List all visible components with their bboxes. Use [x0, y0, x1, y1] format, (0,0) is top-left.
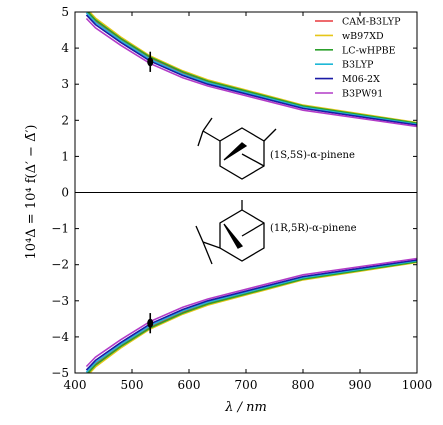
legend-label: CAM-B3LYP: [342, 17, 401, 28]
legend: CAM-B3LYP wB97XD LC-wHPBE B3LYP M06-2X B3PW91: [315, 17, 401, 100]
series-line-m06-2x-lower: [85, 259, 417, 371]
series-line-wb97xd-lower: [88, 261, 417, 373]
series-line-b3pw91-lower: [85, 257, 417, 368]
y-axis-title: 10⁴Δ = 10⁴ f(Δ′ − Δ̄′): [24, 125, 39, 260]
series-line-cam-b3lyp-lower: [85, 260, 417, 373]
series-line-b3lyp-lower: [85, 259, 417, 373]
series-layer: [85, 12, 417, 373]
legend-label: B3PW91: [342, 89, 383, 100]
y-tick-label: −1: [51, 222, 69, 236]
x-axis-title: λ / nm: [224, 400, 267, 415]
y-tick-label: 2: [61, 113, 69, 127]
y-tick-label: −5: [51, 366, 69, 380]
series-line-b3lyp-upper: [85, 12, 417, 126]
y-tick-label: 0: [61, 186, 69, 200]
experimental-point: [147, 57, 154, 67]
x-tick-label: 900: [349, 378, 372, 392]
x-tick-label: 400: [64, 378, 87, 392]
y-tick-label: −4: [51, 330, 69, 344]
x-tick-label: 800: [292, 378, 315, 392]
molecule-1s5s-icon: [197, 117, 277, 180]
x-tick-label: 500: [121, 378, 144, 392]
axis-ticks: 400 500 600 700 800 900 1000 −5 −4 −3 −2 −1 0 1 2 3 4 5: [51, 5, 432, 392]
series-line-wb97xd-upper: [88, 12, 417, 124]
annotation-1r5r: (1R,5R)-α-pinene: [270, 223, 357, 234]
legend-label: LC-wHPBE: [342, 45, 396, 56]
y-tick-label: 5: [61, 5, 69, 19]
experimental-points: [147, 51, 154, 334]
y-tick-label: −3: [51, 294, 69, 308]
experimental-point: [147, 318, 154, 328]
x-tick-label: 1000: [402, 378, 433, 392]
series-line-lc-whpbe-upper: [86, 12, 417, 124]
y-tick-label: 4: [61, 41, 69, 55]
molecule-1r5r-icon: [195, 200, 265, 265]
legend-label: M06-2X: [342, 74, 380, 85]
x-tick-label: 700: [235, 378, 258, 392]
series-line-b3pw91-upper: [85, 17, 417, 128]
legend-label: B3LYP: [342, 60, 374, 71]
annotation-1s5s: (1S,5S)-α-pinene: [270, 150, 355, 161]
series-line-lc-whpbe-lower: [86, 261, 417, 373]
y-tick-label: 1: [61, 149, 69, 163]
y-tick-label: −2: [51, 258, 69, 272]
x-tick-label: 600: [178, 378, 201, 392]
y-tick-label: 3: [61, 77, 69, 91]
series-line-m06-2x-upper: [85, 14, 417, 126]
legend-label: wB97XD: [342, 31, 384, 42]
